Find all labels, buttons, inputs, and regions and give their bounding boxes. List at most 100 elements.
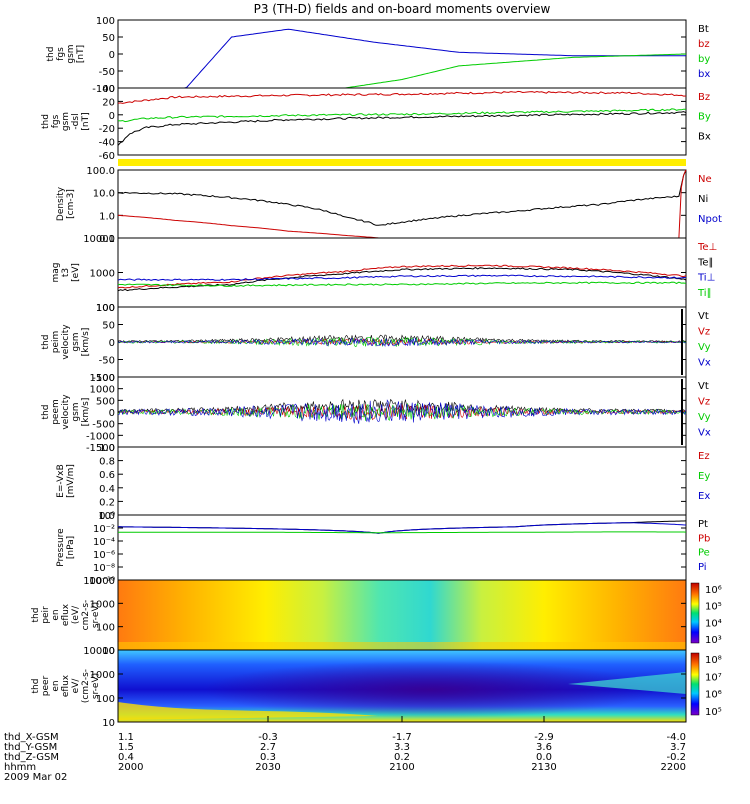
y-tick-label: 10⁻⁴ — [93, 537, 115, 548]
legend-bx: bx — [698, 69, 710, 80]
panel-frame — [117, 87, 687, 156]
footer-value: 2100 — [389, 762, 414, 773]
y-axis-label-line: [mV/m] — [66, 464, 76, 498]
y-axis-label-line: thd — [41, 335, 51, 350]
y-tick-label: -50 — [99, 67, 115, 78]
y-tick-label: 40 — [102, 84, 115, 95]
legend-Ex: Ex — [698, 491, 710, 502]
y-tick-label: 0.2 — [99, 497, 115, 508]
y-tick-label: -500 — [92, 420, 115, 431]
y-axis-label-line: [km/s] — [81, 398, 91, 427]
y-axis-label: thd peem velocity gsm [km/s] — [41, 394, 91, 430]
panel-peir: 10000 1000 100 10 thd peir en eflux (eV/cm2-s-sr… — [31, 576, 722, 657]
y-axis-label-line: Density — [56, 186, 66, 221]
velocity-trace — [117, 337, 687, 348]
legend-by: by — [698, 54, 710, 65]
footer-value: -1.7 — [392, 732, 412, 743]
y-tick-label: 0.8 — [99, 457, 115, 468]
footer-label: hhmm — [4, 762, 36, 773]
footer-label: thd_X-GSM — [4, 732, 59, 743]
footer-value: 2030 — [255, 762, 280, 773]
y-axis-label-line: -dsl — [71, 113, 81, 129]
y-tick-label: 1000 — [90, 385, 115, 396]
series-Ti⊥ — [117, 274, 687, 281]
y-axis-label-line: gsm — [71, 402, 81, 421]
y-tick-label: 1.0 — [99, 211, 115, 222]
y-axis-label-line: thd — [46, 47, 56, 62]
colorbar-tick-label: 10⁵ — [705, 707, 722, 718]
colorbar-tick-label: 10⁵ — [705, 602, 722, 613]
spectrogram-peir-band — [118, 642, 686, 650]
series-Te⊥ — [117, 264, 687, 289]
y-axis-label-line: peim — [51, 331, 61, 354]
series-Ti∥ — [117, 281, 687, 287]
y-tick-label: 500 — [96, 396, 115, 407]
y-axis-label-line: sr-eV) — [91, 673, 101, 699]
series-Pt — [118, 520, 687, 534]
flag-bar — [118, 159, 686, 166]
series-Ni — [117, 169, 687, 226]
y-tick-label: 100 — [96, 303, 115, 314]
legend-Vy: Vy — [698, 412, 711, 423]
colorbar — [690, 652, 700, 716]
legend-Te∥: Te∥ — [697, 257, 714, 268]
y-tick-label: 10000 — [83, 646, 115, 657]
y-axis-label-line: cm2-s- — [81, 600, 91, 631]
y-tick-label: 10⁻² — [93, 524, 115, 535]
footer-value: 2130 — [531, 762, 556, 773]
footer-value: 3.3 — [394, 742, 410, 753]
legend-Vx: Vx — [698, 358, 711, 369]
legend-Bz: Bz — [698, 92, 710, 103]
y-axis-label-line: mag — [51, 263, 61, 283]
velocity-trace — [117, 336, 687, 348]
y-axis-label-line: en — [51, 609, 61, 620]
y-axis-label-line: fgs — [51, 114, 61, 128]
y-tick-label: -100 — [92, 373, 115, 384]
velocity-trace — [117, 338, 687, 347]
y-tick-label: 1000 — [90, 670, 115, 681]
panel-frame — [117, 19, 687, 89]
y-tick-label: 100 — [96, 303, 115, 314]
y-tick-label: 10⁻⁸ — [93, 563, 115, 574]
y-tick-label: -100 — [92, 84, 115, 95]
y-axis-label-line: gsm — [66, 44, 76, 63]
y-axis-label-line: eflux — [61, 674, 71, 697]
series-By — [117, 108, 686, 123]
legend-bz: bz — [698, 39, 710, 50]
y-tick-label: 0 — [109, 50, 115, 61]
colorbar-tick-label: 10⁸ — [705, 655, 722, 666]
legend-Ne: Ne — [698, 174, 712, 185]
spectrogram-peir — [118, 580, 686, 650]
legend-Ti⊥: Ti⊥ — [697, 273, 715, 284]
y-tick-label: 0 — [109, 111, 115, 122]
y-tick-label: 0 — [109, 408, 115, 419]
colorbar-tick-label: 10⁴ — [705, 618, 722, 629]
y-tick-label: 100 — [96, 694, 115, 705]
y-tick-label: 1000 — [90, 599, 115, 610]
y-axis-label-line: [eV] — [71, 263, 81, 282]
footer-value: -0.2 — [666, 752, 686, 763]
legend-Pi: Pi — [698, 562, 707, 573]
velocity-trace — [117, 398, 687, 413]
panel-flag — [118, 159, 686, 166]
legend-Ey: Ey — [698, 471, 710, 482]
y-axis-label: thd peer en eflux eV/(cm2-s-sr-eV) — [31, 669, 101, 703]
velocity-trace — [117, 402, 687, 421]
panel-density: 100.0 10.0 1.0 0.1 Density [cm-3] Ne Ni Npot — [56, 166, 722, 245]
spectrogram-peer-low — [118, 702, 378, 720]
y-tick-label: 1500 — [90, 373, 115, 384]
legend-Bt: Bt — [698, 24, 709, 35]
legend-Ti∥: Ti∥ — [697, 288, 712, 299]
panel-frame — [117, 446, 687, 516]
panel-frame — [117, 237, 687, 308]
y-axis-label: thd fgs gsm [nT] — [46, 44, 86, 63]
y-tick-label: -1000 — [86, 431, 115, 442]
legend-Ez: Ez — [698, 451, 710, 462]
footer-value: 3.7 — [670, 742, 686, 753]
y-tick-label: 10 — [102, 646, 115, 657]
y-tick-label: 100.0 — [86, 166, 115, 177]
footer-value: 2200 — [661, 762, 686, 773]
y-axis-label: Density [cm-3] — [56, 186, 76, 221]
